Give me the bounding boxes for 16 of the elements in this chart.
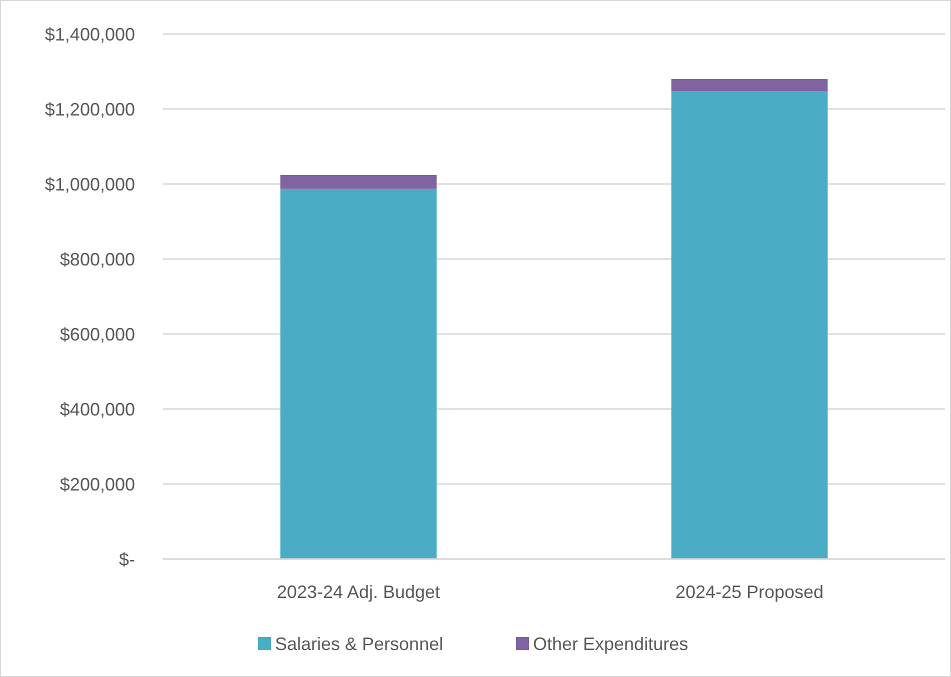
x-tick-label: 2023-24 Adj. Budget [276,582,440,602]
bar [280,175,437,189]
y-tick-label: $1,000,000 [44,174,135,194]
y-tick-label: $800,000 [60,249,135,270]
legend-label: Other Expenditures [533,634,688,654]
x-tick-label: 2024-25 Proposed [675,582,824,602]
y-tick-label: $- [118,549,135,570]
y-tick-label: $1,200,000 [44,99,135,120]
y-tick-label: $200,000 [60,474,135,494]
bar [671,79,828,91]
y-tick-label: $600,000 [60,324,135,344]
bar [671,91,828,559]
bar [280,188,437,559]
y-tick-label: $400,000 [60,399,135,420]
y-tick-label: $1,400,000 [44,24,135,44]
legend-label: Salaries & Personnel [275,634,444,654]
